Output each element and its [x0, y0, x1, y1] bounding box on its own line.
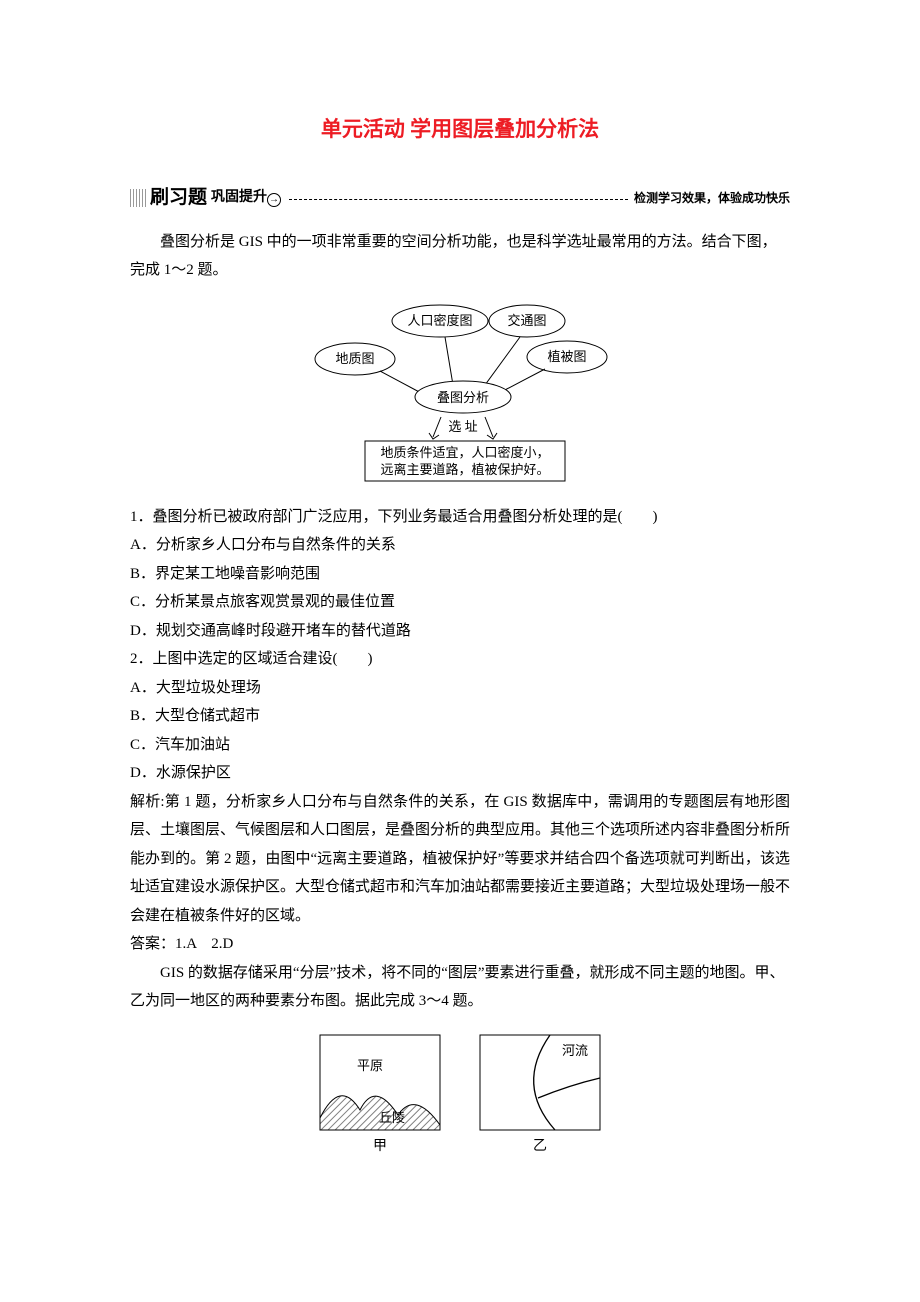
intro2-text: GIS 的数据存储采用“分层”技术，将不同的“图层”要素进行重叠，就形成不同主题…	[130, 959, 790, 1016]
q1-opt-a: A．分析家乡人口分布与自然条件的关系	[130, 531, 790, 560]
page-title: 单元活动 学用图层叠加分析法	[130, 110, 790, 150]
q2-opt-c: C．汽车加油站	[130, 731, 790, 760]
section-sub: 巩固提升	[211, 185, 267, 212]
svg-text:远离主要道路，植被保护好。: 远离主要道路，植被保护好。	[380, 462, 549, 477]
svg-text:平原: 平原	[357, 1058, 383, 1073]
section-header: 刷习题 巩固提升 → 检测学习效果，体验成功快乐	[130, 180, 790, 216]
q1-opt-d: D．规划交通高峰时段避开堵车的替代道路	[130, 617, 790, 646]
svg-text:甲: 甲	[373, 1139, 387, 1154]
q2-opt-d: D．水源保护区	[130, 759, 790, 788]
overlay-diagram: 地质图 人口密度图 交通图 植被图 叠图分析 选 址 地质条件适宜，人口密度小，…	[130, 299, 790, 489]
section-tail: 检测学习效果，体验成功快乐	[634, 187, 790, 210]
svg-text:选 址: 选 址	[448, 419, 477, 434]
dash-divider	[289, 199, 628, 200]
q2-opt-a: A．大型垃圾处理场	[130, 674, 790, 703]
section-label: 刷习题	[150, 180, 207, 216]
answer: 答案：1.A 2.D	[130, 930, 790, 959]
svg-text:植被图: 植被图	[547, 349, 586, 364]
svg-text:地质图: 地质图	[335, 351, 374, 366]
intro-text: 叠图分析是 GIS 中的一项非常重要的空间分析功能，也是科学选址最常用的方法。结…	[130, 228, 790, 285]
q2-stem: 2．上图中选定的区域适合建设( )	[130, 645, 790, 674]
svg-text:交通图: 交通图	[507, 313, 546, 328]
stripe-icon	[130, 189, 146, 207]
q1-stem: 1．叠图分析已被政府部门广泛应用，下列业务最适合用叠图分析处理的是( )	[130, 503, 790, 532]
q1-opt-b: B．界定某工地噪音影响范围	[130, 560, 790, 589]
q2-opt-b: B．大型仓储式超市	[130, 702, 790, 731]
svg-text:河流: 河流	[562, 1043, 588, 1058]
svg-text:人口密度图: 人口密度图	[407, 313, 472, 328]
svg-text:乙: 乙	[533, 1138, 547, 1154]
svg-text:地质条件适宜，人口密度小，: 地质条件适宜，人口密度小，	[380, 445, 549, 460]
arrow-icon: →	[267, 193, 281, 207]
q1-opt-c: C．分析某景点旅客观赏景观的最佳位置	[130, 588, 790, 617]
svg-text:丘陵: 丘陵	[379, 1110, 405, 1125]
layer-diagrams: 平原 丘陵 甲 河流 乙	[130, 1030, 790, 1160]
explanation: 解析:第 1 题，分析家乡人口分布与自然条件的关系，在 GIS 数据库中，需调用…	[130, 788, 790, 931]
svg-text:叠图分析: 叠图分析	[437, 390, 489, 405]
